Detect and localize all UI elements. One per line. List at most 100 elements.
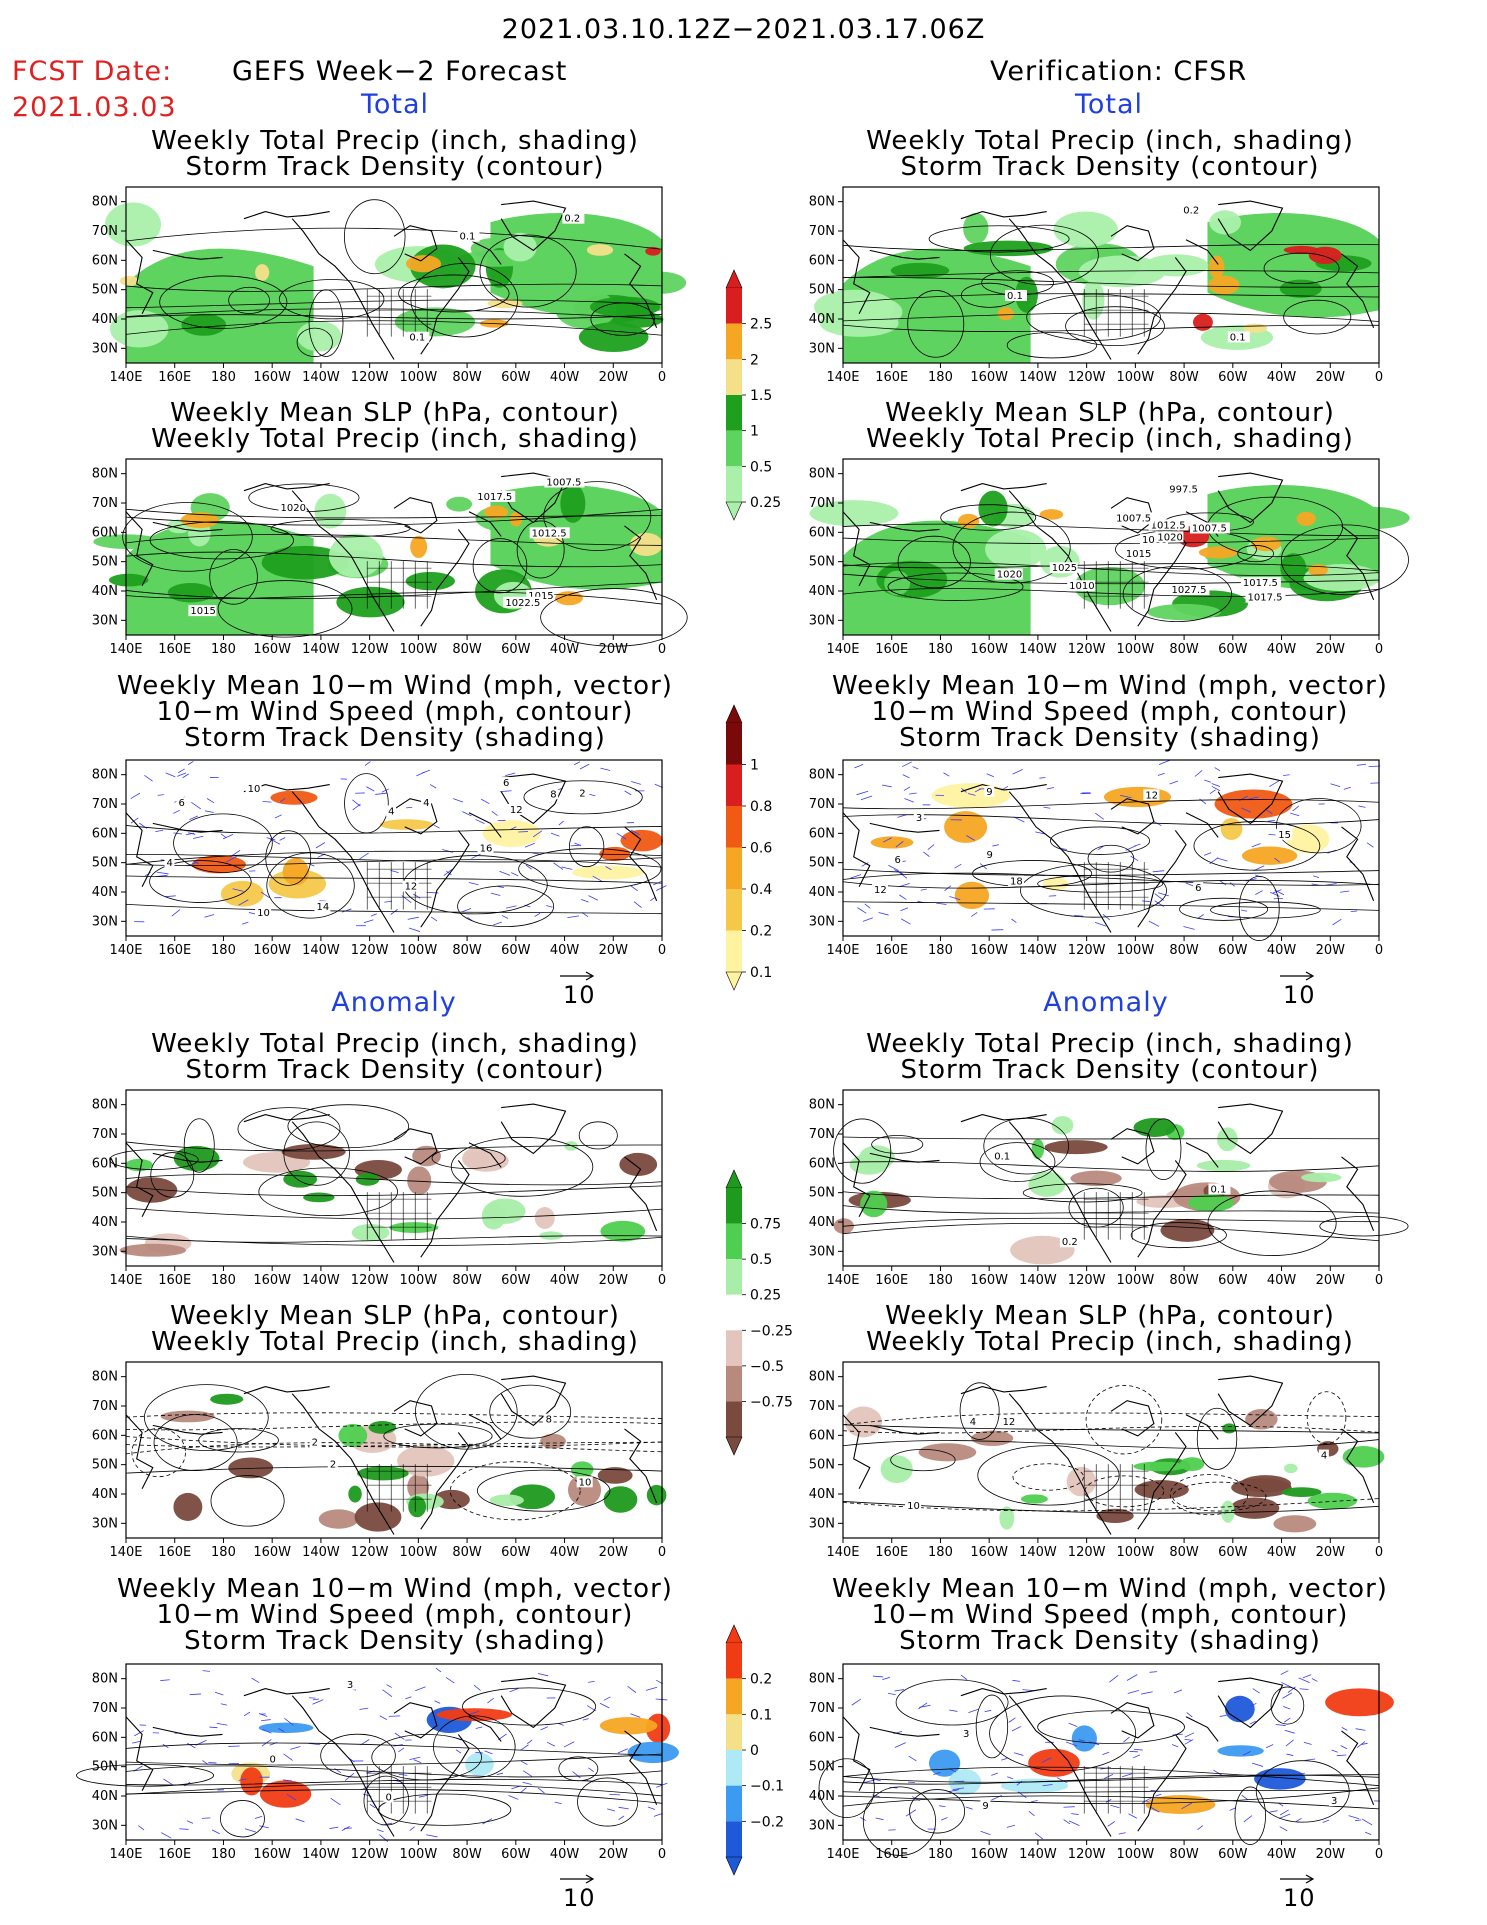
wind-vector	[965, 1806, 973, 1810]
wind-vector	[446, 870, 452, 876]
lat-label: 80N	[92, 467, 118, 482]
contour-label: 10	[905, 1499, 922, 1512]
wind-vector	[967, 793, 976, 796]
storm-density-anomaly-shading	[599, 1717, 658, 1735]
wind-vector	[588, 895, 599, 901]
wind-vector	[952, 1787, 964, 1790]
contour-line	[907, 290, 965, 358]
precip-anomaly-shading	[1134, 1480, 1189, 1500]
storm-density-shading	[944, 811, 988, 843]
contour-line	[296, 327, 333, 357]
coastline	[152, 521, 223, 532]
wind-vector	[134, 1730, 144, 1737]
wind-vector	[1269, 1810, 1278, 1813]
fcst-date-value: 2021.03.03	[12, 92, 177, 123]
precip-shading	[1251, 536, 1281, 552]
contour-label: 6	[1193, 882, 1204, 894]
wind-vector	[600, 767, 611, 771]
wind-vector	[359, 852, 369, 860]
wind-vector	[1266, 809, 1273, 814]
lon-label: 60W	[1218, 370, 1248, 385]
contour-line	[125, 581, 663, 600]
coastline	[624, 1730, 658, 1806]
gefs-total-slp-map: 1017.5 1015 1012.5 1007.5 1015 1020 1022.5 80N 7…	[92, 458, 688, 657]
lat-label: 60N	[92, 525, 118, 540]
lat-label: 70N	[809, 496, 835, 511]
precip-anomaly-shading	[228, 1457, 274, 1479]
contour-line	[217, 580, 353, 638]
colorbar-label: −0.25	[750, 1323, 793, 1339]
lon-label: 180	[211, 1545, 236, 1560]
wind-vector	[144, 774, 153, 782]
lon-label: 80W	[1169, 1545, 1199, 1560]
wind-vector	[1074, 915, 1084, 917]
lon-label: 0	[1375, 370, 1383, 385]
contour-label: 0.1	[1208, 1183, 1231, 1195]
wind-vector	[936, 902, 947, 905]
storm-density-shading	[1220, 818, 1243, 840]
wind-vector	[992, 844, 1000, 847]
coastline	[1137, 830, 1187, 928]
precip-anomaly-shading	[357, 1466, 409, 1481]
lat-label: 60N	[92, 1730, 118, 1745]
lat-label: 50N	[809, 555, 835, 570]
lat-label: 40N	[809, 1487, 835, 1502]
contour-line	[842, 1205, 1380, 1214]
colorbar-arrow-top	[725, 269, 743, 289]
wind-vector	[1284, 1717, 1291, 1723]
storm-density-shading	[270, 790, 318, 805]
colorbar-label: 0.25	[750, 1288, 781, 1304]
contour-line	[1196, 1407, 1238, 1470]
svg-text:1027.5: 1027.5	[1171, 585, 1206, 596]
wind-vector	[1241, 909, 1248, 912]
wind-vector	[1340, 1745, 1348, 1750]
precip-total-colorbar: 2.5 2 1.5 1 0.5 0.25	[725, 269, 781, 521]
colorbar-swatch	[726, 1401, 742, 1437]
contour-line	[842, 799, 1380, 810]
wind-vector	[534, 912, 541, 917]
contour-line	[125, 591, 663, 605]
coastline	[1341, 1428, 1375, 1504]
vector-scale-arrow	[560, 971, 595, 981]
wind-vector	[132, 1740, 141, 1744]
coastline	[1185, 1142, 1219, 1168]
lon-label: 40W	[1267, 1273, 1297, 1288]
wind-vector	[279, 837, 286, 841]
lon-label: 40W	[550, 370, 580, 385]
lon-label: 60W	[1218, 1545, 1248, 1560]
wind-vector	[1217, 857, 1228, 862]
storm-density-anomaly-colorbar: 0.2 0.1 0 −0.1 −0.2	[725, 1624, 784, 1876]
wind-vector	[1123, 1736, 1130, 1743]
colorbar-label: −0.1	[750, 1779, 784, 1795]
wind-vector	[861, 862, 869, 867]
map-frame	[125, 458, 663, 636]
coastline	[243, 1114, 330, 1123]
wind-vector	[563, 1741, 575, 1748]
contour-line	[842, 1217, 1380, 1227]
wind-vector	[204, 914, 215, 918]
precip-anomaly-shading	[849, 1154, 888, 1175]
wind-vector	[1286, 1753, 1294, 1756]
wind-vector	[130, 792, 141, 799]
wind-vector	[284, 1717, 294, 1726]
coastline	[1137, 529, 1187, 627]
lon-label: 100W	[1117, 1545, 1155, 1560]
wind-vector	[290, 1746, 301, 1750]
svg-text:10: 10	[257, 908, 270, 919]
coastline	[1110, 1400, 1155, 1437]
storm-density-anomaly-shading	[1254, 1768, 1306, 1790]
lat-label: 50N	[92, 1458, 118, 1473]
wind-vector	[546, 905, 553, 908]
wind-vector	[138, 1825, 145, 1831]
contour-line	[125, 1783, 663, 1797]
lon-label: 160E	[158, 1847, 191, 1862]
gefs-anomaly-section: Anomaly	[331, 987, 457, 1018]
lat-label: 80N	[92, 768, 118, 783]
wind-vector	[617, 1748, 628, 1754]
precip-shading	[1333, 506, 1410, 530]
wind-vector	[862, 917, 874, 922]
colorbar-label: 0.5	[750, 1252, 772, 1268]
coastline	[420, 1432, 470, 1530]
wind-vector	[1298, 1677, 1310, 1683]
contour-line	[125, 1207, 663, 1220]
